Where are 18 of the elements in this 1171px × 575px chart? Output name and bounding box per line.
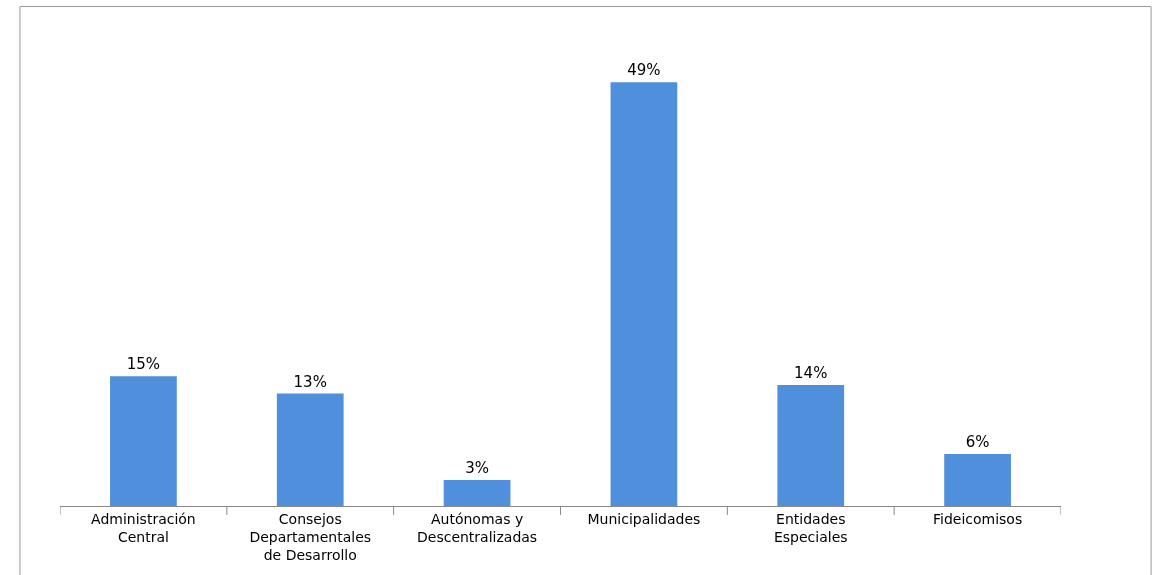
data-label: 13% bbox=[293, 372, 327, 391]
bar bbox=[443, 480, 511, 506]
bar bbox=[110, 376, 177, 506]
x-tick-label: Consejos Departamentales de Desarrollo bbox=[249, 510, 372, 564]
x-tick-label: Municipalidades bbox=[587, 510, 701, 527]
data-label: 6% bbox=[965, 433, 990, 452]
bar bbox=[276, 393, 344, 506]
data-label: 49% bbox=[627, 61, 661, 80]
bar bbox=[610, 82, 678, 506]
bar bbox=[944, 454, 1011, 506]
bar bbox=[777, 384, 845, 506]
data-label: 14% bbox=[794, 363, 828, 382]
x-tick-label: Administración Central bbox=[91, 510, 196, 545]
data-label: 3% bbox=[465, 459, 489, 478]
x-tick-label: Fideicomisos bbox=[932, 510, 1023, 527]
x-tick-label: Autónomas y Descentralizadas bbox=[416, 510, 538, 545]
x-tick-label: Entidades Especiales bbox=[773, 510, 848, 545]
data-label: 15% bbox=[126, 355, 161, 374]
